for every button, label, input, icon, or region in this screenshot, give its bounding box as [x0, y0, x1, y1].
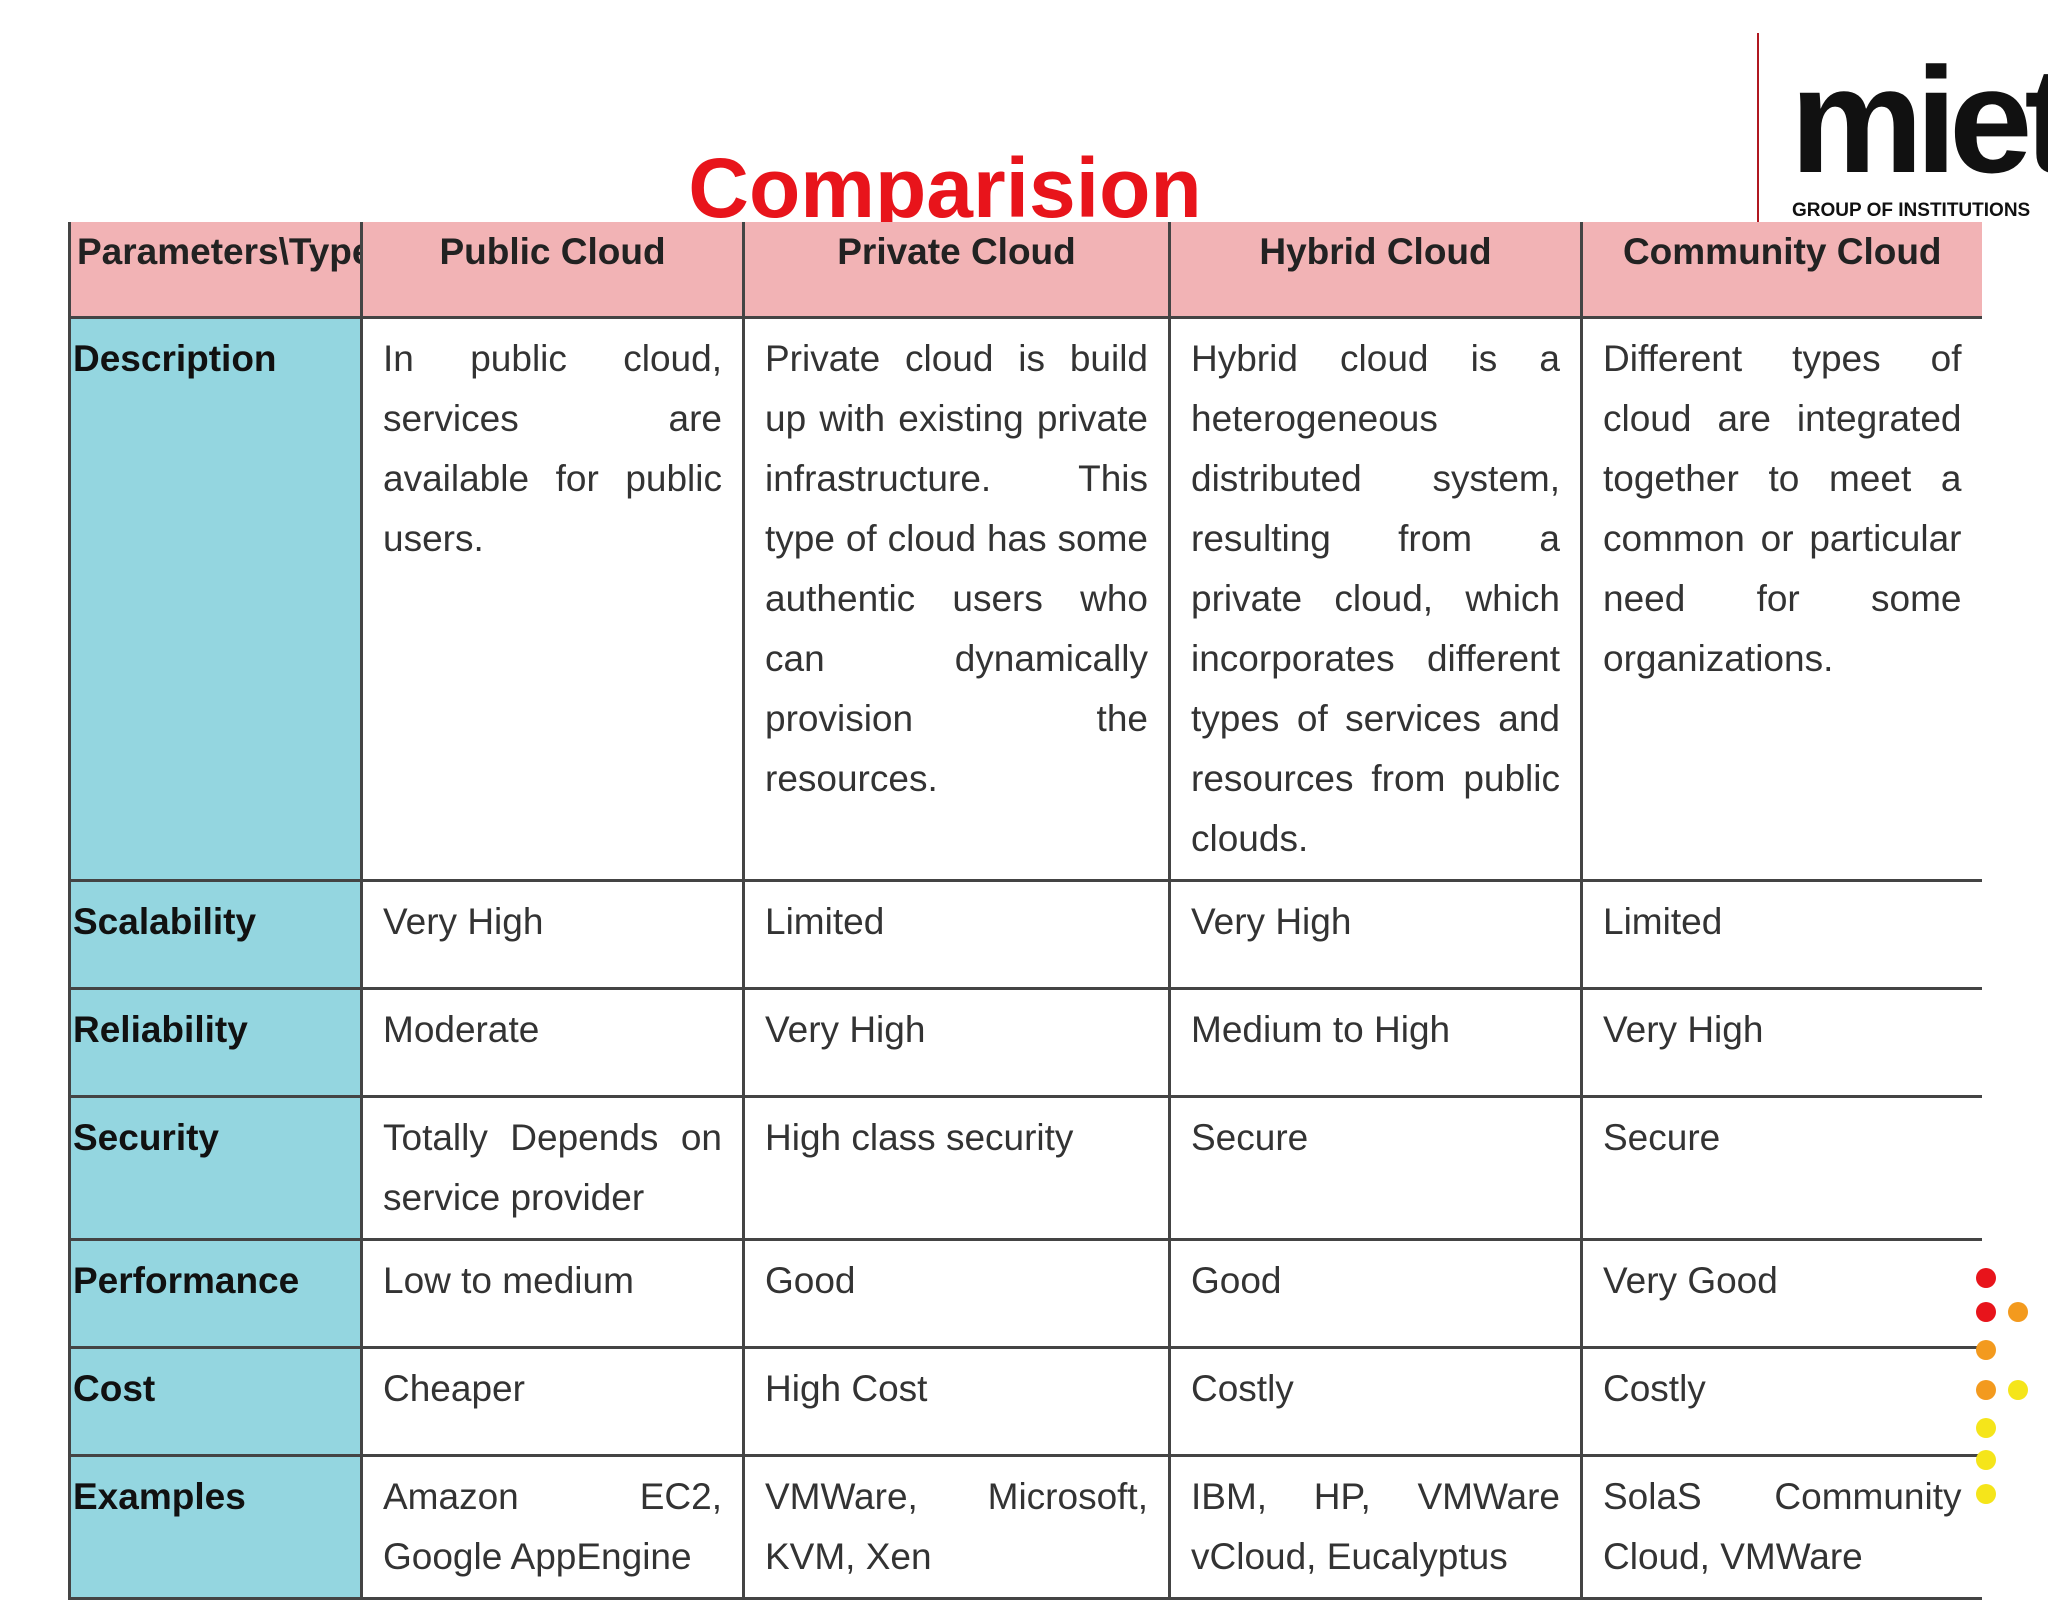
table-row: Description In public cloud, services are…	[68, 316, 1982, 882]
table-cell: Private cloud is build up with existing …	[742, 316, 1171, 882]
table-cell: Limited	[742, 879, 1171, 990]
table-cell: Very High	[742, 987, 1171, 1098]
row-header: Description	[68, 316, 363, 882]
dot	[1976, 1484, 1996, 1504]
row-header: Performance	[68, 1238, 363, 1349]
table-cell: High class security	[742, 1095, 1171, 1241]
column-header: Private Cloud	[742, 222, 1171, 319]
table-cell: Very High	[360, 879, 745, 990]
dot	[1976, 1268, 1996, 1288]
column-header: Community Cloud	[1580, 222, 1982, 319]
table-cell: In public cloud, services are available …	[360, 316, 745, 882]
table-cell: Secure	[1580, 1095, 1982, 1241]
table-cell: Very High	[1168, 879, 1583, 990]
dot	[1976, 1302, 1996, 1322]
table-cell: Costly	[1168, 1346, 1583, 1457]
table-cell: Low to medium	[360, 1238, 745, 1349]
table-cell: Very Good	[1580, 1238, 1982, 1349]
table-cell: High Cost	[742, 1346, 1171, 1457]
table-row: Security Totally Depends on service provi…	[68, 1095, 1982, 1241]
comparison-table: Parameters\Type Public Cloud Private Cloud…	[68, 222, 1982, 1600]
dot	[1976, 1418, 1996, 1438]
dot	[1976, 1450, 1996, 1470]
table-body: Description In public cloud, services are…	[68, 316, 1982, 1600]
table-cell: Medium to High	[1168, 987, 1583, 1098]
row-header: Scalability	[68, 879, 363, 990]
table-cell: Cheaper	[360, 1346, 745, 1457]
slide-title: Comparision	[688, 141, 1202, 235]
dot	[1976, 1380, 1996, 1400]
table-cell: Secure	[1168, 1095, 1583, 1241]
header-row: Parameters\Type Public Cloud Private Cloud…	[68, 222, 1982, 319]
column-header: Public Cloud	[360, 222, 745, 319]
table-cell: VMWare, Microsoft, KVM, Xen	[742, 1454, 1171, 1600]
table-cell: IBM, HP, VMWare vCloud, Eucalyptus	[1168, 1454, 1583, 1600]
table-cell: Totally Depends on service provider	[360, 1095, 745, 1241]
dot	[2008, 1380, 2028, 1400]
table-cell: Costly	[1580, 1346, 1982, 1457]
table-cell: Limited	[1580, 879, 1982, 990]
logo-name: miet	[1790, 36, 2048, 204]
row-header: Reliability	[68, 987, 363, 1098]
table-cell: Amazon EC2, Google AppEngine	[360, 1454, 745, 1600]
logo-divider	[1757, 33, 1759, 223]
logo-tagline: GROUP OF INSTITUTIONS	[1792, 200, 2031, 221]
table-cell: Very High	[1580, 987, 1982, 1098]
column-header: Hybrid Cloud	[1168, 222, 1583, 319]
dot	[2008, 1302, 2028, 1322]
table-row: Scalability Very High Limited Very High Limi…	[68, 879, 1982, 990]
table-row: Performance Low to medium Good Good Very Goo…	[68, 1238, 1982, 1349]
row-header: Cost	[68, 1346, 363, 1457]
row-header: Examples	[68, 1454, 363, 1600]
table-row: Reliability Moderate Very High Medium to Hi…	[68, 987, 1982, 1098]
table-cell: Good	[1168, 1238, 1583, 1349]
column-header: Parameters\Type	[68, 222, 363, 319]
table-cell: Different types of cloud are integrated …	[1580, 316, 1982, 882]
table-cell: Moderate	[360, 987, 745, 1098]
table-row: Cost Cheaper High Cost Costly Costly	[68, 1346, 1982, 1457]
table-cell: Hybrid cloud is a heterogeneous distribu…	[1168, 316, 1583, 882]
dot	[1976, 1340, 1996, 1360]
row-header: Security	[68, 1095, 363, 1241]
table-row: Examples Amazon EC2, Google AppEngine VMWa…	[68, 1454, 1982, 1600]
table-cell: Good	[742, 1238, 1171, 1349]
slide: Comparision miet GROUP OF INSTITUTIONS P…	[68, 33, 2048, 1600]
table-cell: SolaS Community Cloud, VMWare	[1580, 1454, 1982, 1600]
